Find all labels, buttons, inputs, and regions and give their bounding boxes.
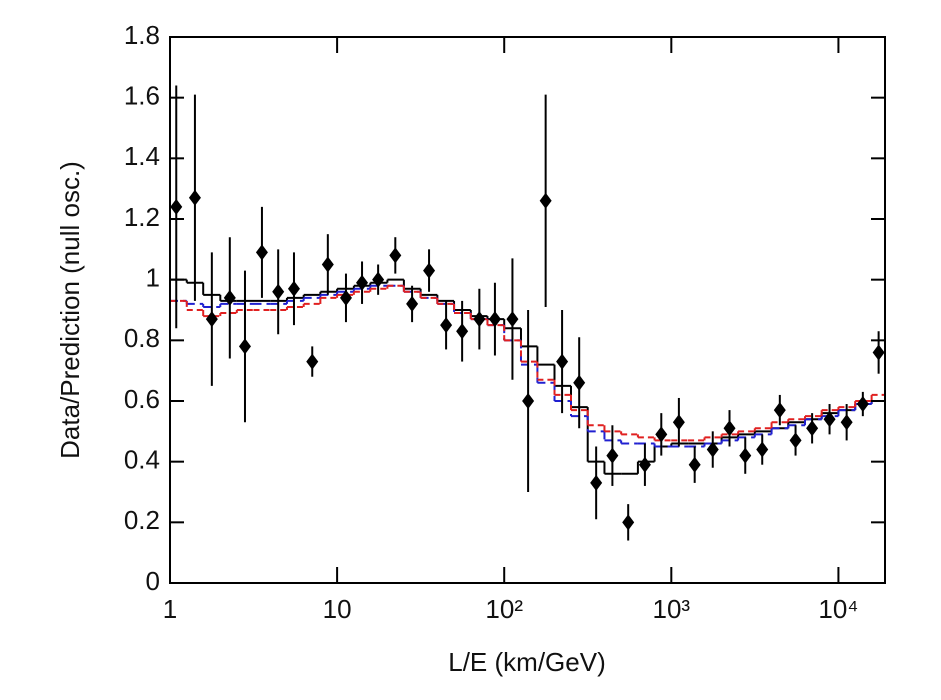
data-point: [573, 374, 586, 391]
data-point: [590, 474, 603, 491]
data-point: [456, 323, 469, 340]
y-tick-label: 1.2: [124, 202, 160, 232]
data-point: [706, 441, 719, 458]
plot-area: [170, 85, 885, 541]
data-point: [440, 317, 453, 334]
data-point: [672, 414, 685, 431]
x-tick-label: 1: [163, 594, 177, 624]
data-point: [423, 262, 436, 279]
data-point: [622, 514, 635, 531]
data-point: [321, 256, 334, 273]
data-point: [638, 456, 651, 473]
data-point: [723, 420, 736, 437]
y-tick-label: 0.2: [124, 505, 160, 535]
x-tick-label: 10²: [485, 594, 523, 624]
data-point: [556, 353, 569, 370]
data-point: [389, 247, 402, 264]
data-point: [372, 271, 385, 288]
data-point: [789, 432, 802, 449]
data-point: [188, 189, 201, 206]
data-point: [539, 192, 552, 209]
data-point: [840, 414, 853, 431]
data-point: [473, 311, 486, 328]
data-point: [872, 344, 885, 361]
y-tick-label: 1: [146, 263, 160, 293]
data-point: [223, 289, 236, 306]
x-tick-label: 10⁴: [818, 594, 858, 624]
data-point: [756, 441, 769, 458]
data-point: [272, 283, 285, 300]
data-point: [606, 447, 619, 464]
y-tick-label: 1.4: [124, 141, 160, 171]
data-point: [205, 311, 218, 328]
data-point: [306, 353, 319, 370]
x-tick-label: 10: [323, 594, 352, 624]
y-tick-label: 0.4: [124, 445, 160, 475]
data-point: [170, 198, 183, 215]
data-point: [339, 289, 352, 306]
data-point: [356, 274, 369, 291]
data-point: [238, 338, 251, 355]
y-tick-label: 0.6: [124, 384, 160, 414]
y-tick-label: 1.8: [124, 20, 160, 50]
data-point: [488, 311, 501, 328]
data-point: [739, 447, 752, 464]
x-tick-label: 10³: [653, 594, 691, 624]
y-axis-label: Data/Prediction (null osc.): [55, 161, 85, 459]
data-point: [287, 280, 300, 297]
data-point: [655, 426, 668, 443]
data-point: [688, 456, 701, 473]
data-point: [773, 402, 786, 419]
plot-frame: [169, 36, 886, 584]
y-tick-label: 1.6: [124, 81, 160, 111]
data-point: [856, 396, 869, 413]
data-point: [522, 393, 535, 409]
x-axis-label: L/E (km/GeV): [448, 647, 605, 677]
data-point: [406, 295, 419, 312]
data-point: [506, 311, 519, 328]
data-point: [806, 420, 819, 437]
data-point: [255, 244, 268, 261]
y-tick-label: 0: [146, 566, 160, 596]
data-point: [823, 411, 836, 428]
y-tick-label: 0.8: [124, 323, 160, 353]
